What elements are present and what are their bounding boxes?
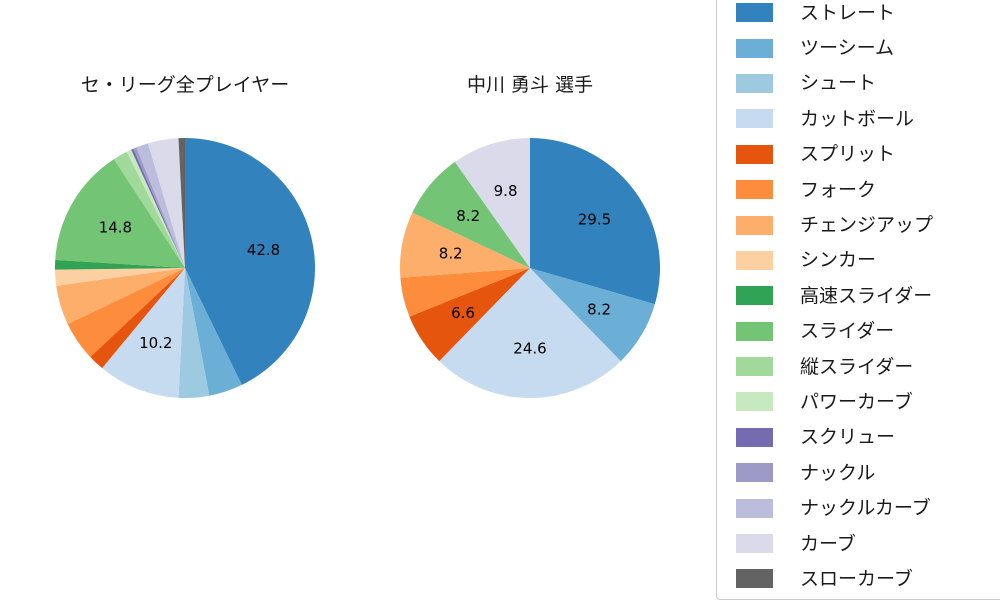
pie-slice-percent-label: 10.2	[139, 334, 172, 352]
legend-label: カットボール	[800, 107, 915, 130]
legend-item: ナックル	[736, 455, 1000, 490]
legend-item: ナックルカーブ	[736, 490, 1000, 525]
legend-label: スローカーブ	[800, 567, 913, 590]
pie-slice-percent-label: 8.2	[587, 300, 611, 318]
legend-color-swatch	[736, 38, 773, 58]
legend-item: チェンジアップ	[736, 207, 1000, 242]
legend-item: スローカーブ	[736, 561, 1000, 596]
legend-label: ストレート	[800, 1, 896, 24]
pie-slice-percent-label: 9.8	[494, 182, 518, 200]
legend-item: シュート	[736, 66, 1000, 101]
legend-item: 縦スライダー	[736, 349, 1000, 384]
legend-color-swatch	[736, 144, 773, 164]
legend-color-swatch	[736, 463, 773, 483]
legend-item: シンカー	[736, 243, 1000, 278]
pie-slice-percent-label: 29.5	[578, 211, 611, 229]
left-pie-chart: 42.8 10.2 14.8	[55, 138, 315, 398]
pie-slice-チェンジアップ	[56, 268, 185, 325]
pie-slice-カットボール	[102, 268, 185, 398]
pie-slice-チェンジアップ	[400, 212, 530, 278]
legend-item: スクリュー	[736, 420, 1000, 455]
pie-slice-percent-label: 8.2	[439, 244, 463, 262]
legend-label: ナックル	[800, 461, 876, 484]
legend-label: 高速スライダー	[800, 284, 933, 307]
legend-label: スクリュー	[800, 426, 896, 449]
legend-item: カットボール	[736, 101, 1000, 136]
pie-slice-フォーク	[400, 268, 530, 317]
right-pie-title: 中川 勇斗 選手	[466, 74, 594, 96]
legend-label: カーブ	[800, 532, 856, 555]
pie-slice-スクリュー	[131, 148, 185, 268]
legend-color-swatch	[736, 498, 773, 518]
legend-color-swatch	[736, 180, 773, 200]
pie-slice-percent-label: 6.6	[451, 304, 475, 322]
legend-item: ツーシーム	[736, 30, 1000, 65]
legend-color-swatch	[736, 569, 773, 589]
pie-slice-シュート	[178, 268, 210, 398]
legend-label: ナックルカーブ	[800, 497, 931, 520]
legend-color-swatch	[736, 215, 773, 235]
legend-item: 高速スライダー	[736, 278, 1000, 313]
legend-item: カーブ	[736, 526, 1000, 561]
legend-item: ストレート	[736, 0, 1000, 30]
pie-slice-カットボール	[439, 268, 621, 398]
legend-color-swatch	[736, 427, 773, 447]
legend-item: フォーク	[736, 172, 1000, 207]
legend-label: シュート	[800, 72, 877, 95]
pie-slice-percent-label: 24.6	[513, 340, 546, 358]
pie-slice-縦スライダー	[113, 151, 185, 268]
right-pie-chart: 29.5 8.2 24.6 6.6 8.2 8.2 9.8	[400, 138, 660, 398]
pie-slice-percent-label: 14.8	[99, 218, 132, 236]
pie-slice-ストレート	[185, 138, 315, 385]
pie-slice-percent-label: 8.2	[456, 207, 480, 225]
pie-slice-スローカーブ	[178, 138, 185, 268]
legend-label: スプリット	[800, 143, 896, 166]
pie-slice-スライダー	[55, 159, 185, 268]
legend-item: パワーカーブ	[736, 384, 1000, 419]
pie-slice-フォーク	[67, 268, 185, 357]
legend-color-swatch	[736, 250, 773, 270]
legend-item: スライダー	[736, 314, 1000, 349]
pie-slice-カーブ	[147, 138, 185, 268]
legend-label: パワーカーブ	[800, 390, 913, 413]
pitch-type-legend: ストレートツーシームシュートカットボール スプリットフォークチェンジアップ シンカー…	[716, 0, 1000, 600]
legend-color-swatch	[736, 109, 773, 129]
pie-slice-スプリット	[90, 268, 185, 369]
legend-color-swatch	[736, 392, 773, 412]
legend-color-swatch	[736, 286, 773, 306]
pie-slice-ナックルカーブ	[136, 143, 185, 268]
legend-label: スライダー	[800, 320, 895, 343]
legend-items: ストレートツーシームシュートカットボール スプリットフォークチェンジアップ シンカー…	[717, 0, 1000, 597]
pie-slice-ツーシーム	[530, 268, 655, 362]
pie-slice-カーブ	[454, 138, 530, 268]
legend-color-swatch	[736, 357, 773, 377]
pie-slice-スプリット	[409, 268, 530, 362]
legend-label: ツーシーム	[800, 37, 895, 60]
legend-color-swatch	[736, 73, 773, 93]
pie-slice-ナックル	[133, 147, 185, 268]
legend-label: チェンジアップ	[800, 214, 934, 237]
legend-label: フォーク	[800, 178, 877, 201]
left-pie-title: セ・リーグ全プレイヤー	[80, 74, 290, 96]
legend-color-swatch	[736, 534, 773, 554]
pie-slice-スライダー	[412, 161, 530, 268]
legend-label: 縦スライダー	[800, 355, 914, 378]
legend-item: スプリット	[736, 137, 1000, 172]
legend-label: シンカー	[800, 249, 877, 272]
pie-slice-シンカー	[55, 268, 185, 286]
pie-slice-percent-label: 42.8	[247, 241, 280, 259]
legend-color-swatch	[736, 3, 773, 23]
pie-slice-高速スライダー	[55, 259, 185, 270]
pie-slice-ストレート	[530, 138, 660, 305]
pie-slice-ツーシーム	[185, 268, 242, 396]
pie-slice-パワーカーブ	[126, 149, 185, 268]
legend-color-swatch	[736, 321, 773, 341]
